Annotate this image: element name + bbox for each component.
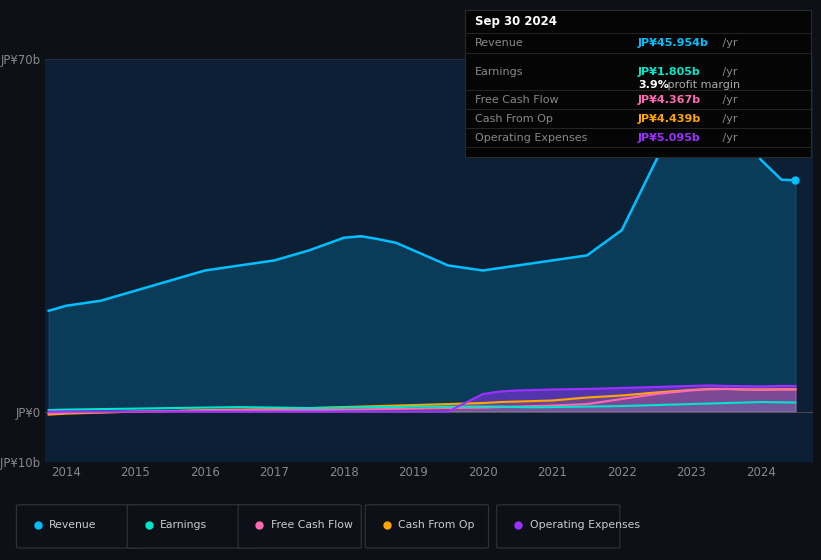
Text: Sep 30 2024: Sep 30 2024 bbox=[475, 15, 557, 27]
Text: Revenue: Revenue bbox=[475, 38, 524, 48]
FancyBboxPatch shape bbox=[497, 505, 620, 548]
FancyBboxPatch shape bbox=[16, 505, 140, 548]
FancyBboxPatch shape bbox=[365, 505, 488, 548]
Text: /yr: /yr bbox=[719, 67, 738, 77]
Text: JP¥5.095b: JP¥5.095b bbox=[638, 133, 700, 143]
FancyBboxPatch shape bbox=[127, 505, 250, 548]
Text: Cash From Op: Cash From Op bbox=[475, 114, 553, 124]
Text: /yr: /yr bbox=[719, 95, 738, 105]
Text: Earnings: Earnings bbox=[475, 67, 524, 77]
Text: JP¥45.954b: JP¥45.954b bbox=[638, 38, 709, 48]
Text: /yr: /yr bbox=[719, 38, 738, 48]
Text: Free Cash Flow: Free Cash Flow bbox=[475, 95, 559, 105]
Text: /yr: /yr bbox=[719, 133, 738, 143]
Text: Operating Expenses: Operating Expenses bbox=[530, 520, 640, 530]
Text: Cash From Op: Cash From Op bbox=[398, 520, 475, 530]
Text: Free Cash Flow: Free Cash Flow bbox=[271, 520, 353, 530]
Text: Earnings: Earnings bbox=[160, 520, 207, 530]
Text: profit margin: profit margin bbox=[664, 80, 740, 90]
FancyBboxPatch shape bbox=[238, 505, 361, 548]
Text: JP¥4.439b: JP¥4.439b bbox=[638, 114, 701, 124]
Text: JP¥1.805b: JP¥1.805b bbox=[638, 67, 700, 77]
Text: /yr: /yr bbox=[719, 114, 738, 124]
Text: Revenue: Revenue bbox=[49, 520, 97, 530]
Text: JP¥4.367b: JP¥4.367b bbox=[638, 95, 701, 105]
Text: 3.9%: 3.9% bbox=[638, 80, 669, 90]
Text: Operating Expenses: Operating Expenses bbox=[475, 133, 588, 143]
